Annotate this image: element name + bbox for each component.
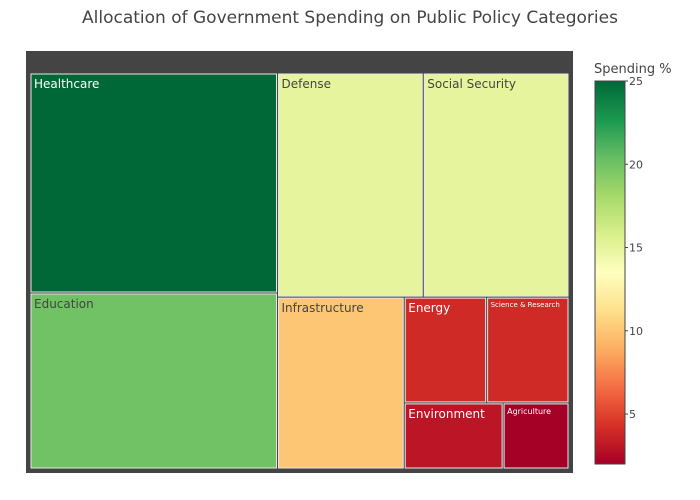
tile-label-infrastructure: Infrastructure (282, 301, 364, 315)
colorbar-tick-label: 10 (629, 325, 643, 338)
tile-agriculture[interactable]: Agriculture (503, 403, 569, 469)
tile-label-education: Education (34, 297, 94, 311)
chart-title: Allocation of Government Spending on Pub… (82, 8, 618, 28)
tile-label-defense: Defense (282, 77, 331, 91)
colorbar-tick-label: 20 (629, 158, 643, 171)
tile-education-rect (30, 293, 277, 469)
colorbar-tick-label: 5 (629, 408, 636, 421)
colorbar-title: Spending % (594, 62, 672, 77)
colorbar (594, 80, 626, 465)
tile-agriculture-rect (503, 403, 569, 469)
tile-healthcare[interactable]: Healthcare (30, 73, 277, 293)
tile-defense[interactable]: Defense (278, 73, 423, 297)
tile-social-security[interactable]: Social Security (423, 73, 569, 297)
tile-label-science-research: Science & Research (491, 301, 560, 309)
tile-label-energy: Energy (408, 301, 450, 315)
tile-environment[interactable]: Environment (404, 403, 503, 469)
tile-label-environment: Environment (408, 407, 485, 421)
tile-defense-rect (278, 73, 423, 297)
tile-social-security-rect (423, 73, 569, 297)
tile-energy[interactable]: Energy (404, 297, 487, 403)
colorbar-tick-label: 15 (629, 242, 643, 255)
tile-label-healthcare: Healthcare (34, 77, 99, 91)
tile-education[interactable]: Education (30, 293, 277, 469)
treemap-tiles: Healthcare Education Defense Social Securit… (30, 73, 569, 469)
colorbar-tick-label: 25 (629, 75, 643, 88)
tile-healthcare-rect (30, 73, 277, 293)
tile-label-agriculture: Agriculture (507, 407, 551, 416)
tile-science-research[interactable]: Science & Research (487, 297, 569, 403)
tile-energy-rect (404, 297, 487, 403)
tile-infrastructure[interactable]: Infrastructure (278, 297, 404, 469)
tile-infrastructure-rect (278, 297, 404, 469)
tile-science-research-rect (487, 297, 569, 403)
colorbar-ticks: 5 10 15 20 25 (625, 75, 643, 421)
tile-label-social-security: Social Security (427, 77, 516, 91)
tile-environment-rect (404, 403, 503, 469)
